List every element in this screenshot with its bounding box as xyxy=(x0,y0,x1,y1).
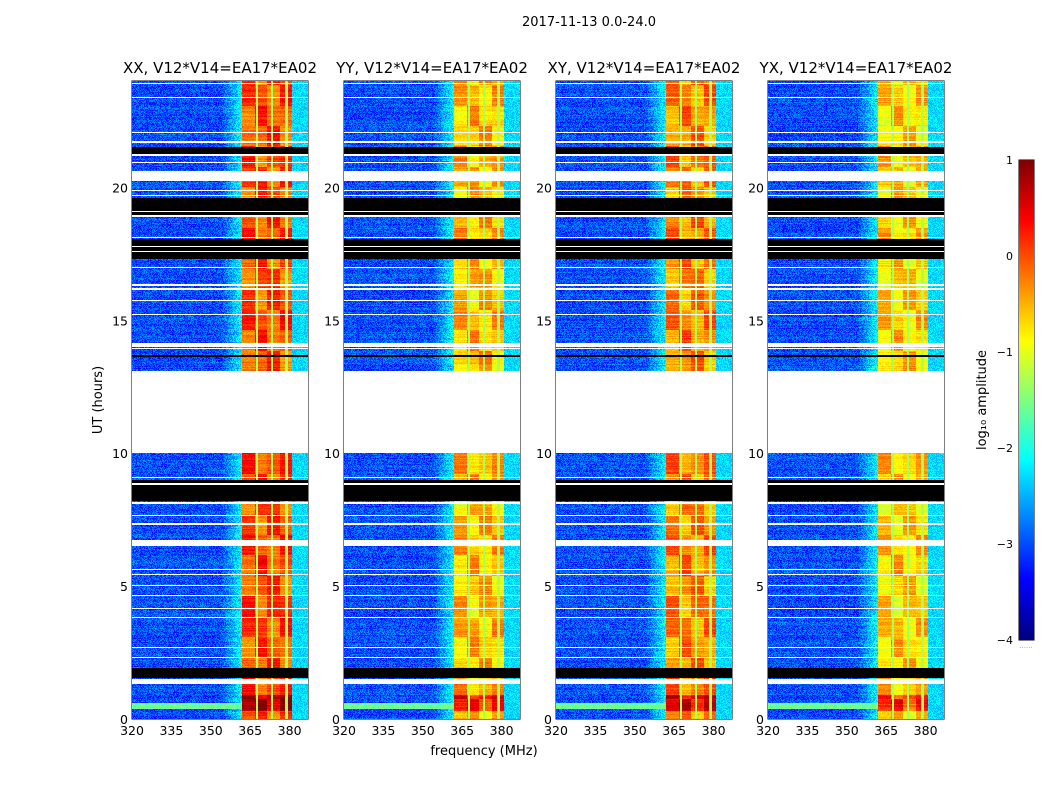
x-tick-label: 350 xyxy=(199,723,223,738)
x-tick-label: 320 xyxy=(544,723,568,738)
y-tick-label: 20 xyxy=(536,180,552,195)
x-tick-label: 320 xyxy=(332,723,356,738)
x-tick-label: 380 xyxy=(914,723,938,738)
x-tick-label: 380 xyxy=(490,723,514,738)
y-tick-label: 20 xyxy=(112,180,128,195)
x-tick-label: 365 xyxy=(662,723,686,738)
x-tick-label: 335 xyxy=(371,723,395,738)
x-tick-label: 350 xyxy=(623,723,647,738)
x-tick-label: 335 xyxy=(583,723,607,738)
colorbar-footer: ...... xyxy=(1019,642,1032,650)
y-tick-label: 20 xyxy=(748,180,764,195)
x-tick-label: 320 xyxy=(756,723,780,738)
y-tick-label: 5 xyxy=(332,579,340,594)
colorbar-tick-label: 0 xyxy=(1006,250,1013,263)
panel-title: XY, V12*V14=EA17*EA02 xyxy=(548,59,741,77)
y-tick-label: 10 xyxy=(536,446,552,461)
y-tick-label: 0 xyxy=(120,712,128,727)
colorbar xyxy=(1019,160,1034,640)
y-tick-label: 10 xyxy=(112,446,128,461)
y-tick-label: 15 xyxy=(536,313,552,328)
y-tick-label: 5 xyxy=(544,579,552,594)
x-tick-label: 365 xyxy=(450,723,474,738)
x-tick-label: 320 xyxy=(120,723,144,738)
colorbar-tick-label: −4 xyxy=(997,634,1013,647)
colorbar-tick-label: −2 xyxy=(997,442,1013,455)
x-axis-label: frequency (MHz) xyxy=(430,744,537,759)
colorbar-tick-label: −1 xyxy=(997,346,1013,359)
colorbar-label: log₁₀ amplitude xyxy=(975,350,990,450)
x-tick-label: 350 xyxy=(411,723,435,738)
y-tick-label: 10 xyxy=(748,446,764,461)
panel-title: YY, V12*V14=EA17*EA02 xyxy=(335,59,528,77)
figure-title: 2017-11-13 0.0-24.0 xyxy=(522,15,656,30)
y-tick-label: 0 xyxy=(756,712,764,727)
y-tick-label: 10 xyxy=(324,446,340,461)
y-tick-label: 0 xyxy=(544,712,552,727)
x-tick-label: 335 xyxy=(795,723,819,738)
y-axis-label: UT (hours) xyxy=(91,366,106,434)
y-tick-label: 0 xyxy=(332,712,340,727)
colorbar-tick-label: −3 xyxy=(997,538,1013,551)
spectrogram-xy xyxy=(556,81,732,719)
y-tick-label: 15 xyxy=(112,313,128,328)
y-tick-label: 15 xyxy=(748,313,764,328)
y-tick-label: 20 xyxy=(324,180,340,195)
x-tick-label: 365 xyxy=(238,723,262,738)
colorbar-tick-label: 1 xyxy=(1006,154,1013,167)
x-tick-label: 380 xyxy=(278,723,302,738)
x-tick-label: 350 xyxy=(835,723,859,738)
y-tick-label: 15 xyxy=(324,313,340,328)
spectrogram-xx xyxy=(132,81,308,719)
x-tick-label: 380 xyxy=(702,723,726,738)
spectrogram-yx xyxy=(768,81,944,719)
panel-title: XX, V12*V14=EA17*EA02 xyxy=(123,59,317,77)
panel-title: YX, V12*V14=EA17*EA02 xyxy=(759,59,953,77)
x-tick-label: 335 xyxy=(159,723,183,738)
y-tick-label: 5 xyxy=(756,579,764,594)
x-tick-label: 365 xyxy=(874,723,898,738)
spectrogram-yy xyxy=(344,81,520,719)
y-tick-label: 5 xyxy=(120,579,128,594)
